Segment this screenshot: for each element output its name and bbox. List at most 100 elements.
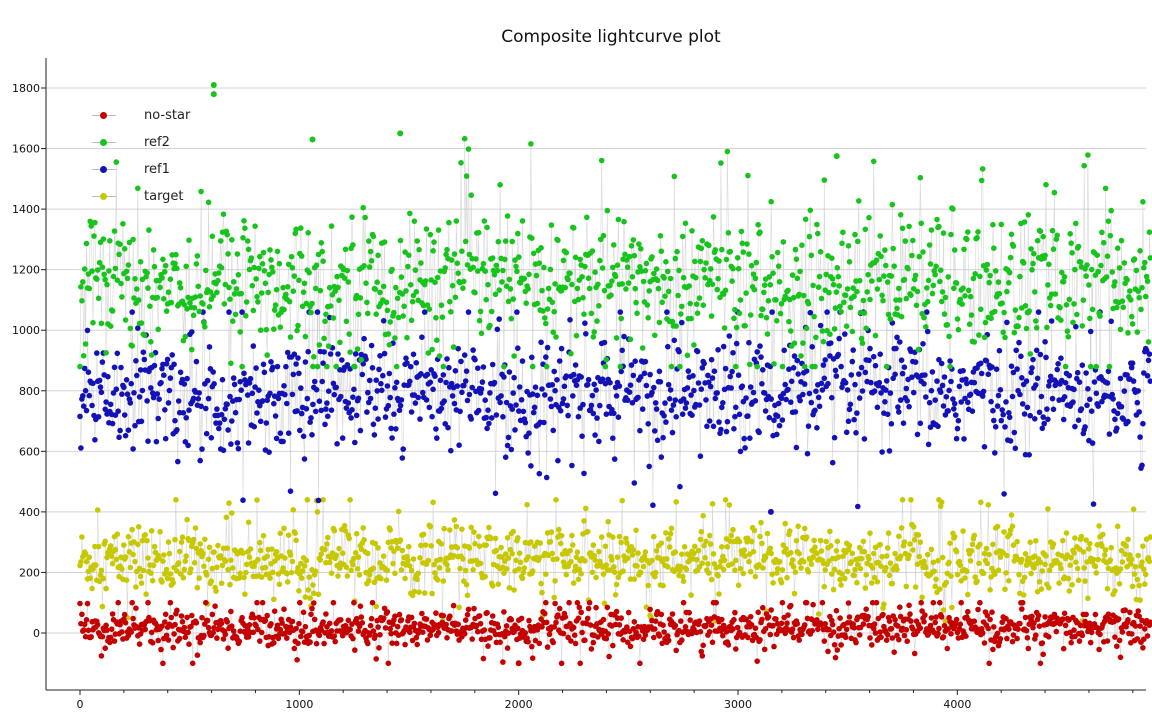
point-no-star [1125,617,1131,623]
point-ref1 [801,381,808,387]
point-ref2 [254,293,260,300]
point-ref1 [530,409,537,416]
point-target [213,588,219,594]
point-ref2-outlier [210,91,217,98]
point-ref1 [375,416,381,422]
point-ref2 [488,308,495,315]
point-ref2 [96,259,103,266]
point-ref1 [630,372,637,379]
point-no-star [251,615,257,621]
point-ref2 [754,363,760,370]
point-target [341,522,348,529]
point-ref1 [295,355,301,361]
point-ref1 [730,350,736,356]
point-ref1 [508,446,515,453]
point-ref1 [366,377,373,384]
point-target [735,582,742,589]
point-ref2 [1047,302,1054,309]
point-ref1 [80,403,87,410]
point-no-star [782,630,788,637]
point-no-star [402,641,408,648]
point-ref2 [621,218,627,225]
point-ref1 [557,408,564,414]
point-no-star [236,638,243,645]
point-no-star [587,622,594,628]
point-ref1 [1073,323,1079,330]
point-ref2 [604,207,611,214]
point-target [277,530,284,537]
point-ref2 [725,230,732,236]
point-ref2 [493,262,500,269]
point-ref1 [599,376,606,383]
point-ref2 [1105,218,1112,224]
point-ref1 [1117,375,1124,382]
point-ref1 [189,329,195,335]
point-target [653,548,660,554]
point-ref2 [661,275,667,281]
point-no-star [918,599,924,606]
point-no-star [1060,616,1066,622]
point-ref1 [520,408,527,415]
point-target [531,543,538,549]
point-ref1 [1095,403,1101,410]
point-target [296,588,302,594]
point-ref2 [591,329,597,335]
point-ref1 [84,327,91,334]
point-target [906,552,912,559]
point-ref2 [109,308,116,314]
point-ref2 [586,285,593,292]
point-ref1 [1018,353,1024,360]
point-no-star [475,628,481,635]
point-target [304,497,311,503]
point-no-star [326,620,333,627]
point-ref2 [181,301,188,308]
point-no-star [765,614,772,620]
point-ref2 [530,250,537,257]
point-target [855,561,861,568]
point-target [1016,571,1022,578]
point-target [303,557,310,564]
point-ref2 [613,335,620,341]
point-no-star [620,637,626,643]
point-ref1 [935,423,941,430]
point-ref2 [430,248,436,254]
point-no-star [796,637,802,643]
point-no-star [201,632,207,639]
point-ref2 [1117,326,1124,333]
point-no-star [788,602,794,609]
point-ref1 [429,413,435,420]
point-no-star [122,620,129,626]
point-ref1 [602,380,609,387]
point-target [1086,546,1092,552]
point-ref1 [594,415,600,421]
point-target [1084,559,1090,565]
point-ref1 [257,418,264,425]
point-ref1 [290,371,297,378]
point-ref1 [672,397,679,403]
point-ref1 [335,351,341,357]
point-ref2 [452,294,459,301]
point-target [160,558,166,564]
point-ref1 [1044,406,1050,412]
point-target [1006,578,1012,584]
point-ref1 [813,388,819,395]
point-ref2 [189,346,195,353]
point-ref1 [979,393,986,399]
point-target [1078,533,1085,540]
point-target [444,562,450,568]
point-ref1 [705,372,711,379]
point-ref2 [183,263,189,270]
point-ref1 [1050,406,1057,413]
point-ref2 [649,254,655,260]
point-target [748,538,755,545]
point-ref1 [1105,368,1112,375]
point-ref1 [660,434,666,441]
point-ref2 [276,260,283,267]
point-no-star [733,646,739,652]
point-ref2 [817,249,824,255]
point-ref1 [86,392,93,399]
point-ref2 [1020,260,1027,266]
point-ref1 [997,387,1004,393]
point-ref1 [127,400,134,406]
point-ref1 [206,344,213,350]
